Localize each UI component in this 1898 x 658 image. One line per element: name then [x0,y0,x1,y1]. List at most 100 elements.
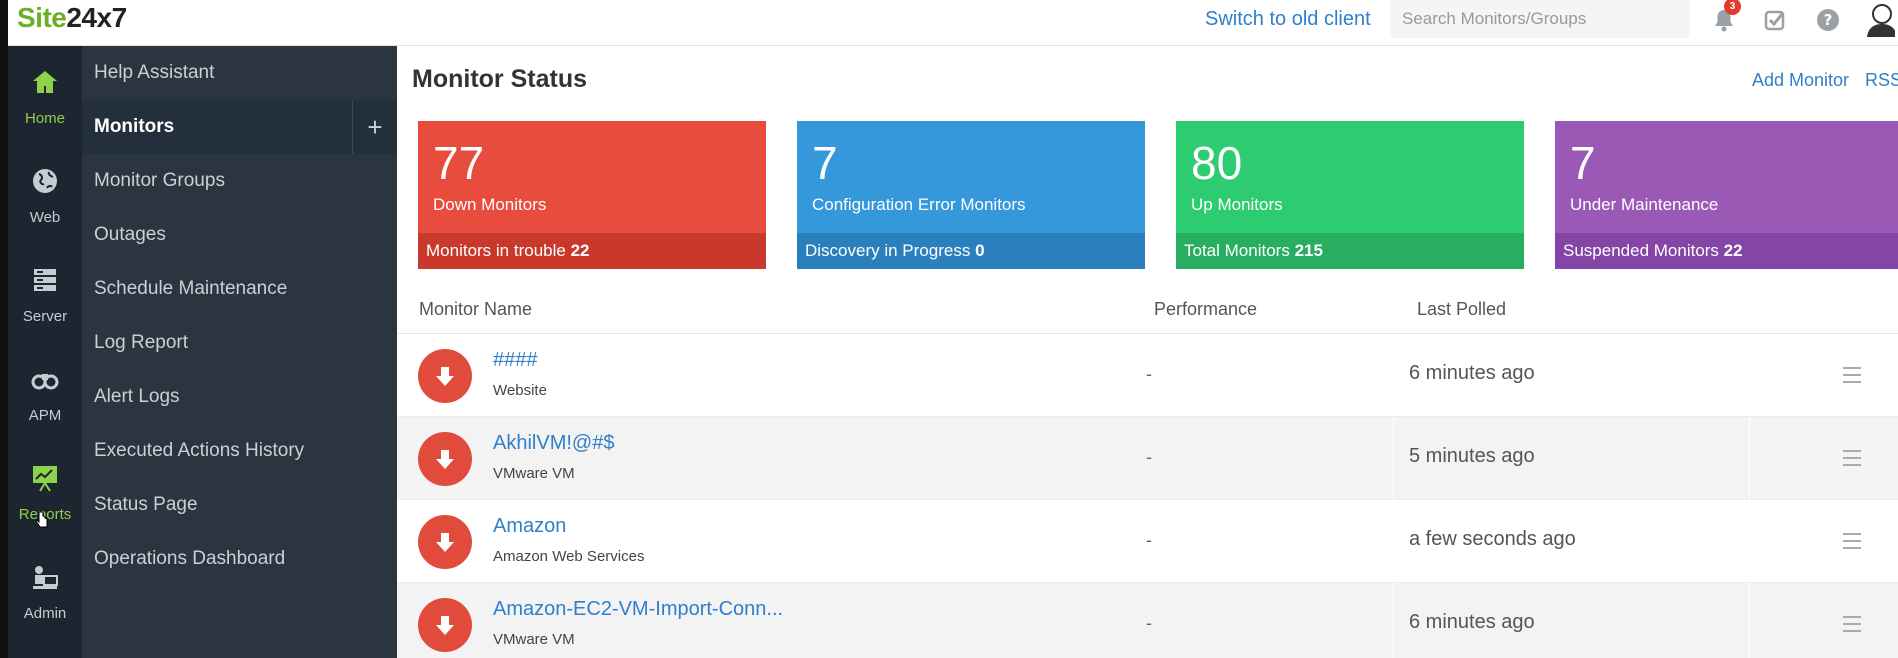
user-avatar-icon [1867,4,1895,37]
down-monitors-card[interactable]: 77 Down Monitors Monitors in trouble 22 [418,121,766,269]
column-header-monitor-name[interactable]: Monitor Name [419,299,533,319]
under-maintenance-card[interactable]: 7 Under Maintenance Suspended Monitors 2… [1555,121,1898,269]
submenu-item-operations-dashboard[interactable]: Operations Dashboard [94,548,286,569]
monitor-type: VMware VM [493,465,575,482]
notification-count-badge: 3 [1724,0,1741,15]
submenu-item-status-page[interactable]: Status Page [94,494,198,515]
monitor-name-link[interactable]: #### [493,349,538,371]
up-monitors-card[interactable]: 80 Up Monitors Total Monitors 215 [1176,121,1524,269]
monitor-last-polled: 6 minutes ago [1409,611,1535,633]
row-menu-icon[interactable] [1837,611,1867,635]
logo-text-green: Site [17,2,67,33]
table-row[interactable]: Amazon-EC2-VM-Import-Conn... VMware VM -… [397,583,1898,658]
rail-label-apm: APM [28,407,62,424]
rail-item-web[interactable]: Web [8,145,82,244]
home-icon [33,71,57,93]
table-row[interactable]: #### Website - 6 minutes ago [397,334,1898,417]
rail-item-apm[interactable]: APM [8,343,82,442]
submenu-item-executed-actions-history[interactable]: Executed Actions History [94,440,305,461]
card-footer[interactable]: Total Monitors 215 [1176,233,1524,269]
rail-item-reports[interactable]: Reports [8,442,82,541]
rail-item-server[interactable]: Server [8,244,82,343]
user-menu-button[interactable] [1864,4,1896,37]
card-count: 7 [812,137,838,189]
row-menu-icon[interactable] [1837,362,1867,386]
status-down-icon [418,432,472,486]
submenu-item-log-report[interactable]: Log Report [94,332,189,353]
mouse-cursor-icon [35,511,48,528]
status-down-icon [418,515,472,569]
submenu-item-schedule-maintenance[interactable]: Schedule Maintenance [94,278,288,299]
column-separator [1393,417,1394,500]
card-footer-label: Total Monitors [1184,241,1290,260]
add-monitor-plus-button[interactable]: + [352,100,397,154]
monitor-name-link[interactable]: AkhilVM!@#$ [493,432,615,454]
card-title: Configuration Error Monitors [812,195,1026,214]
card-footer[interactable]: Suspended Monitors 22 [1555,233,1898,269]
add-monitor-link[interactable]: Add Monitor [1752,70,1850,90]
submenu-item-monitor-groups[interactable]: Monitor Groups [94,170,225,191]
site24x7-logo[interactable]: Site24x7 [17,2,127,34]
main-content: Monitor Status Add Monitor RSS 77 Down M… [397,46,1898,658]
submenu-item-alert-logs[interactable]: Alert Logs [94,386,180,407]
chart-board-icon [33,466,57,492]
monitor-performance: - [1146,364,1152,384]
switch-to-old-client-link[interactable]: Switch to old client [1205,8,1371,30]
top-bar: Site24x7 Switch to old client 3 ? [0,0,1898,46]
monitor-name-link[interactable]: Amazon [493,515,567,537]
card-footer-value: 22 [570,241,590,260]
table-row[interactable]: Amazon Amazon Web Services - a few secon… [397,500,1898,583]
row-menu-icon[interactable] [1837,445,1867,469]
rss-link[interactable]: RSS [1865,70,1898,90]
page-title: Monitor Status [412,65,587,93]
search-monitors-input[interactable] [1390,0,1690,38]
monitor-last-polled: a few seconds ago [1409,528,1576,550]
logo-text-dark: 24x7 [66,2,127,33]
monitor-performance: - [1146,613,1152,633]
card-title: Down Monitors [433,195,547,214]
submenu-item-monitors[interactable]: Monitors [82,100,397,154]
rail-label-server: Server [22,308,68,325]
help-icon: ? [1817,9,1839,31]
card-footer[interactable]: Monitors in trouble 22 [418,233,766,269]
rail-item-admin[interactable]: Admin [8,541,82,640]
monitor-type: VMware VM [493,631,575,648]
monitor-performance: - [1146,530,1152,550]
rail-label-web: Web [29,209,61,226]
monitor-type: Amazon Web Services [493,548,645,565]
status-down-icon [418,598,472,652]
tasks-button[interactable] [1759,4,1791,36]
card-title: Under Maintenance [1570,195,1719,214]
help-button[interactable]: ? [1812,4,1844,36]
monitor-name-link[interactable]: Amazon-EC2-VM-Import-Conn... [493,598,784,620]
table-row[interactable]: AkhilVM!@#$ VMware VM - 5 minutes ago [397,417,1898,500]
rail-item-home[interactable]: Home [8,46,82,145]
window-edge [0,0,8,658]
column-header-performance[interactable]: Performance [1154,299,1258,319]
notifications-button[interactable]: 3 [1708,0,1741,36]
server-icon [34,269,56,291]
rail-label-reports: Reports [18,506,72,523]
card-footer-label: Discovery in Progress [805,241,971,260]
configuration-error-card[interactable]: 7 Configuration Error Monitors Discovery… [797,121,1145,269]
column-header-last-polled[interactable]: Last Polled [1417,299,1507,319]
icon-rail: Home Web Server APM Reports Admin [8,46,82,658]
card-footer-label: Suspended Monitors [1563,241,1719,260]
column-separator [1749,583,1750,658]
rail-label-admin: Admin [23,605,67,622]
monitor-last-polled: 5 minutes ago [1409,445,1535,467]
card-footer[interactable]: Discovery in Progress 0 [797,233,1145,269]
submenu-item-help-assistant[interactable]: Help Assistant [94,62,215,83]
card-footer-label: Monitors in trouble [426,241,566,260]
table-header-divider [397,333,1898,334]
column-separator [1749,417,1750,500]
card-title: Up Monitors [1191,195,1283,214]
submenu-item-outages[interactable]: Outages [94,224,166,245]
card-count: 80 [1191,137,1243,189]
monitor-type: Website [493,382,547,399]
admin-icon [33,566,58,589]
card-count: 77 [433,137,485,189]
rail-label-home: Home [24,110,65,127]
row-menu-icon[interactable] [1837,528,1867,552]
binoculars-icon [31,374,59,390]
